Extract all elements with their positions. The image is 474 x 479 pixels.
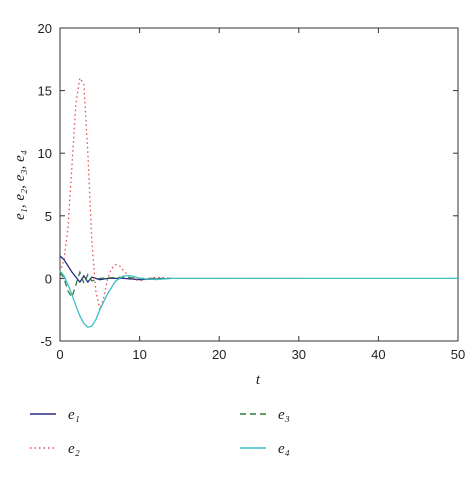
y-tick-label: 5 <box>45 209 52 224</box>
series-line <box>59 270 458 328</box>
y-tick-label: 10 <box>38 146 52 161</box>
y-tick-label: -5 <box>40 334 52 349</box>
y-axis-label: e₁, e₂, e₃, e₄ <box>12 150 28 220</box>
legend-label: e₃ <box>278 407 290 423</box>
x-tick-label: 20 <box>212 347 226 362</box>
series-line <box>59 76 299 313</box>
plot-frame <box>59 27 459 342</box>
x-tick-label: 40 <box>371 347 385 362</box>
x-tick-label: 30 <box>292 347 306 362</box>
x-tick-label: 10 <box>132 347 146 362</box>
x-tick-label: 0 <box>56 347 63 362</box>
y-tick-label: 20 <box>38 21 52 36</box>
y-tick-label: 0 <box>45 271 52 286</box>
legend-label: e₂ <box>68 441 80 457</box>
y-tick-label: 15 <box>38 84 52 99</box>
series-line <box>59 255 172 284</box>
series-line <box>59 270 172 299</box>
x-axis-label: t <box>256 372 261 388</box>
legend-label: e₄ <box>278 441 290 457</box>
x-tick-label: 50 <box>451 347 465 362</box>
legend-label: e₁ <box>68 407 80 423</box>
